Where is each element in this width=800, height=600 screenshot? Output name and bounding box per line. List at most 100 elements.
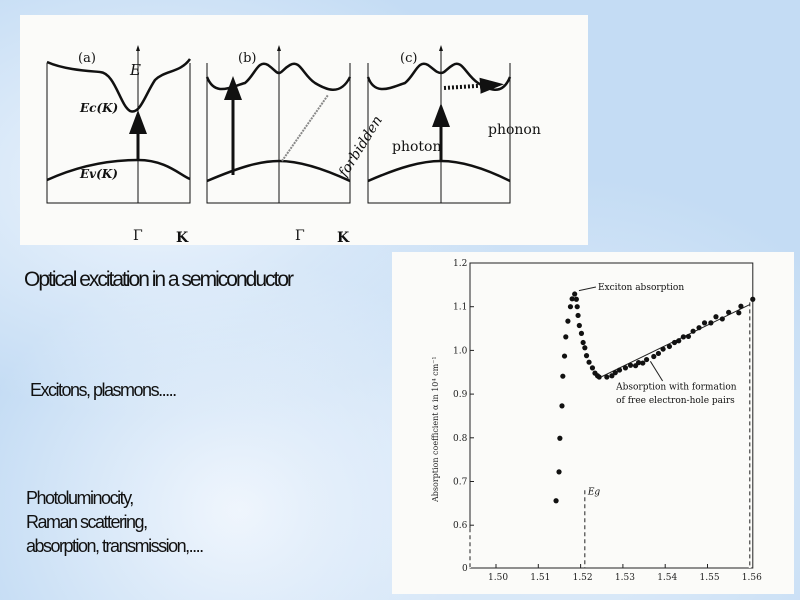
phonon-label: phonon [488,122,541,138]
energy-axis-label: E [129,61,141,79]
data-point [567,304,574,310]
data-point [563,334,569,340]
data-point [559,403,565,409]
absorption-chart: 1.50 1.51 1.52 1.53 1.54 1.55 1.56 1.2 1.1 1.0 0.9… [392,252,794,594]
y-tick-label: 0 [462,564,468,574]
bullet-line: Raman scattering, [26,512,148,532]
data-point [561,353,568,359]
valence-band-curve [367,159,511,183]
data-point [696,325,702,331]
data-point [575,312,581,319]
panel-b [205,45,352,204]
forbidden-transition-arrow [281,94,329,162]
data-points [553,291,756,504]
data-point [557,435,563,441]
data-point [574,304,580,310]
x-tick-label: 1.55 [700,573,720,583]
data-point [726,309,732,315]
bullet-line: absorption, transmission,.... [26,536,204,556]
band-structure-figure: (a) E Ec(K) Ev(K) Γ K (b) Γ K forbidden … [20,15,588,245]
y-axis-label: Absorption coefficient α in 10⁴ cm⁻¹ [431,356,440,503]
y-tick-label: 0.8 [453,434,468,444]
panel-c [366,45,512,204]
bullet-optical-processes: Photoluminocity, Raman scattering, absor… [26,486,204,558]
free-pairs-annotation-line2: of free electron-hole pairs [616,396,735,406]
conduction-band-label: Ec(K) [79,101,118,115]
panel-a-frame [46,63,191,204]
data-point [572,291,578,297]
data-point [586,359,592,365]
data-point [736,310,742,316]
absorption-chart-svg: 1.50 1.51 1.52 1.53 1.54 1.55 1.56 1.2 1.1 1.0 0.9… [431,259,762,583]
data-point [565,318,571,324]
valence-band-curve [46,158,191,182]
data-point [560,373,566,379]
x-tick-label: 1.53 [615,573,635,583]
data-point [576,322,582,329]
data-point [719,316,725,322]
data-point [713,314,719,320]
panel-b-label: (b) [238,51,256,66]
data-point [666,343,673,350]
data-point [582,345,588,351]
data-point [655,350,662,357]
data-point [708,320,714,326]
data-point [635,360,642,366]
data-point [573,296,579,302]
gamma-label: Γ [133,228,143,244]
forbidden-label: forbidden [335,113,386,181]
x-tick-label: 1.52 [573,573,593,583]
free-pairs-annotation-line1: Absorption with formation [615,383,737,393]
panel-a-label: (a) [78,51,96,66]
data-point [583,353,590,359]
data-point [580,339,586,346]
bullet-line: Photoluminocity, [26,488,134,508]
x-tick-label: 1.50 [488,573,508,583]
data-point [612,370,618,376]
y-tick-label: 1.2 [453,259,467,269]
phonon-arrow [443,77,504,94]
bullet-excitons: Excitons, plasmons..... [30,380,177,400]
y-tick-label: 0.9 [453,390,468,400]
panel-c-frame [367,63,511,204]
data-point [750,296,756,302]
slide-title: Optical excitation in a semiconductor [24,268,294,291]
data-point [556,469,562,475]
eg-label: Eg [587,488,601,498]
k-label: K [176,230,189,245]
data-point [671,339,678,346]
valence-band-label: Ev(K) [79,167,118,181]
data-point [680,334,686,340]
data-point [616,367,623,373]
exciton-annotation: Exciton absorption [598,283,684,293]
data-point [640,360,646,366]
panel-a [46,45,192,204]
data-point [660,346,666,352]
x-tick-label: 1.56 [742,573,762,583]
panel-c-label: (c) [400,51,417,66]
data-point [651,353,657,360]
data-point [690,328,696,334]
data-point [609,373,615,379]
plot-frame [469,262,754,569]
photon-label: photon [392,139,441,155]
k-label: K [337,230,350,245]
x-tick-label: 1.54 [657,573,677,583]
data-point [685,333,692,340]
data-point [578,330,585,336]
data-point [643,356,650,363]
x-tick-label: 1.51 [530,573,550,583]
data-point [701,320,708,326]
free-pairs-leader [649,361,664,382]
data-point [569,296,575,302]
conduction-band-curve [205,62,352,91]
data-point [627,362,634,368]
y-tick-label: 0.7 [453,478,468,488]
data-point [676,338,682,344]
axes [469,262,754,569]
exciton-leader [578,286,597,292]
conduction-band-curve [366,62,512,91]
conduction-band-curve [46,58,192,113]
data-point [596,374,602,380]
data-point [604,374,610,380]
